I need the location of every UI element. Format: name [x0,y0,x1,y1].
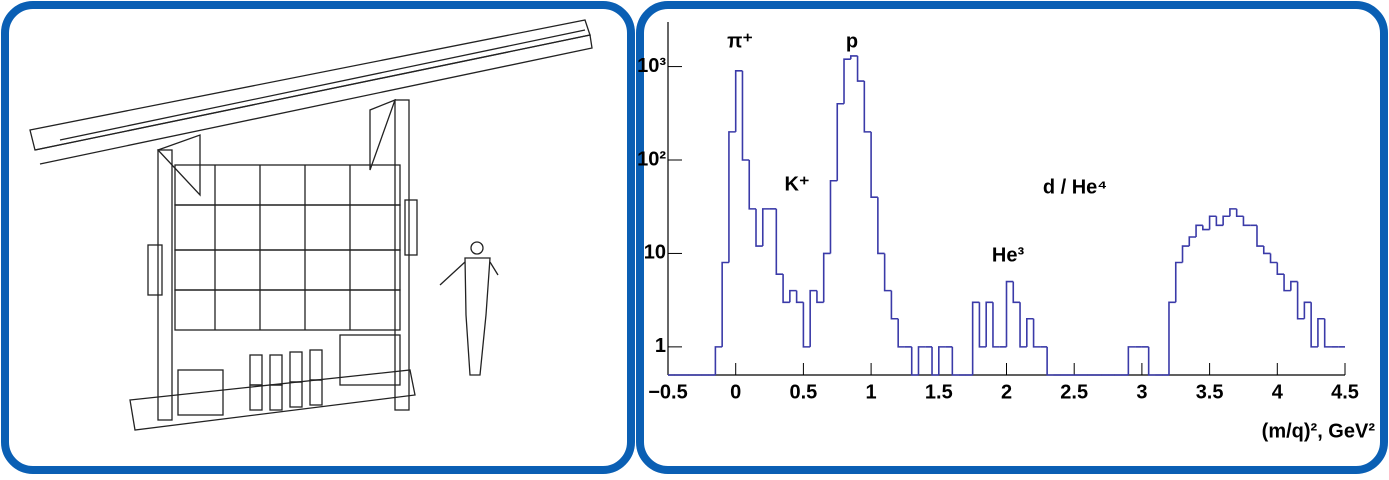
histogram-bin [795,290,804,304]
histogram-bin [992,302,1000,348]
x-tick-label: 2 [1001,381,1012,403]
histogram-bin [816,290,824,304]
histogram-bin [1147,346,1156,376]
histogram-bin [951,346,960,376]
histogram-bin [1174,261,1183,303]
histogram-bin [1296,281,1305,320]
histogram-bin [856,55,865,82]
histogram-bin [938,346,946,375]
peak-label: π⁺ [727,30,753,52]
peak-label: He³ [992,244,1025,266]
histogram-bin [822,252,831,303]
x-tick-label: 4 [1272,381,1284,403]
histogram-bin [1005,280,1014,347]
histogram-bin [1188,236,1197,247]
histogram-bin [917,346,926,375]
histogram-bin [1317,317,1325,347]
histogram-bin [1323,318,1332,348]
histogram-bin [1032,318,1041,348]
histogram-bin [734,70,743,132]
peak-label: p [846,30,858,52]
histogram-bin [775,208,784,275]
histogram-bin [843,58,851,104]
histogram-bin [836,102,845,181]
histogram-bin [789,289,797,303]
histogram-bin [782,274,790,304]
histogram-bin [1019,302,1027,348]
histogram-bin [1229,208,1237,217]
histogram-bin [1256,225,1264,247]
histogram-bin [1168,301,1176,375]
x-tick-label: −0.5 [648,381,687,403]
histogram-bin [1283,274,1291,292]
histogram-bin [1208,215,1217,230]
histogram-bin [1262,246,1271,255]
x-tick-label: 3.5 [1196,381,1224,403]
histogram-bin [985,301,993,347]
histogram-bin [910,346,919,376]
x-tick-label: 2.5 [1060,381,1088,403]
peak-label: K⁺ [785,173,810,195]
histogram-bin [714,346,723,375]
histogram-bin [877,197,885,255]
x-tick-label: 1.5 [925,381,953,403]
x-tick-label: 4.5 [1331,381,1359,403]
histogram-bin [1269,253,1278,264]
histogram-bin [863,81,872,133]
histogram-bin [1242,216,1251,227]
histogram-bin [1235,208,1244,218]
histogram-bin [978,302,987,348]
histogram-bin [1127,346,1136,375]
histogram-bin [1303,301,1312,319]
detector-drawing [29,19,593,431]
x-tick-label: 3 [1136,381,1147,403]
y-tick-label: 1 [655,335,666,357]
histogram-bin [755,208,763,247]
histogram-bin [890,290,899,320]
right-panel [636,1,1388,474]
histogram-bin [802,302,811,348]
histogram-bin [931,346,939,376]
histogram-bin [1276,262,1285,275]
x-tick-label: 0 [730,381,741,403]
histogram-bin [721,261,729,347]
histogram-bin [1222,215,1230,226]
histogram-bin [761,208,770,247]
peak-label: d / He⁴ [1043,176,1107,198]
histogram-bin [1215,216,1224,227]
x-tick-label: 0.5 [789,381,817,403]
histogram-bin [1202,225,1210,231]
y-tick-label: 10³ [637,55,666,77]
histogram-bin [849,55,858,60]
histogram-bin [870,131,878,198]
x-axis-label: (m/q)², GeV² [1262,420,1376,442]
histogram-bin [1046,346,1054,376]
left-panel [1,1,635,474]
y-tick-label: 10² [637,148,666,170]
histogram-bin [1310,302,1318,348]
histogram-bin [897,318,905,348]
histogram-bin [1195,224,1203,237]
histogram-bin [1181,245,1190,263]
histogram-bin [1290,280,1298,291]
histogram-bin [829,179,838,254]
histogram-bin [1012,281,1021,304]
y-tick-label: 10 [644,242,666,264]
histogram-bin [741,70,750,161]
x-tick-label: 1 [866,381,877,403]
histogram-bin [728,131,736,263]
histogram-bin [809,289,817,347]
histogram-bin [1026,317,1034,347]
histogram-bin [971,301,980,375]
histogram-bin [883,253,892,292]
histogram-bin [748,160,757,210]
